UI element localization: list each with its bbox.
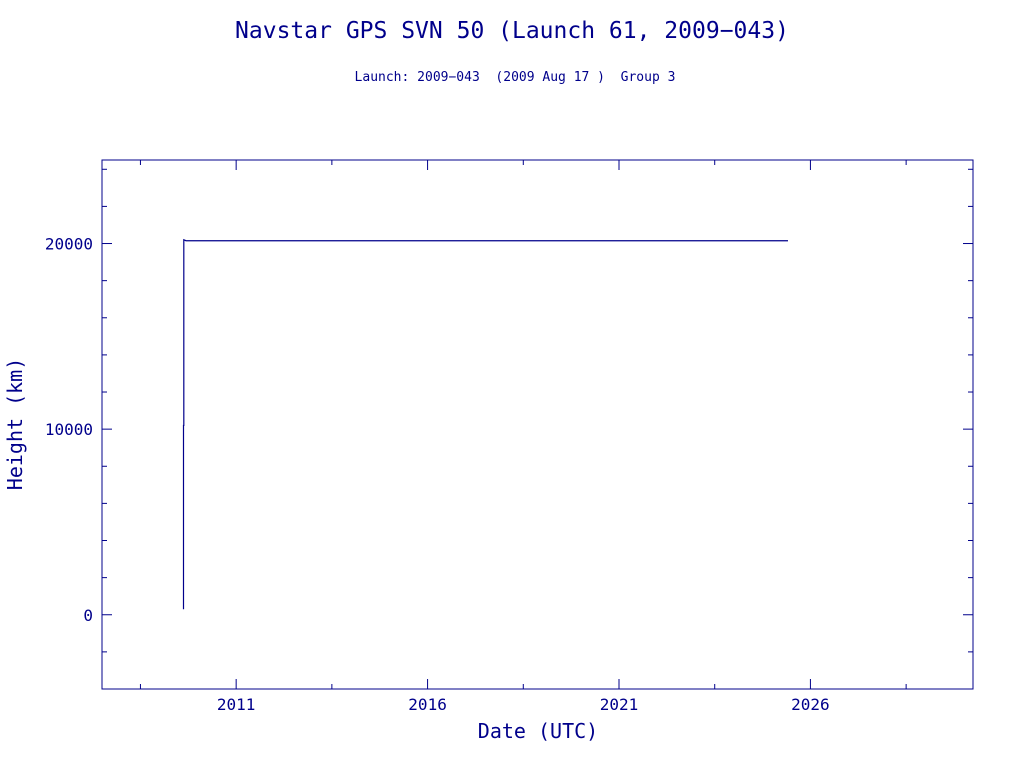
plot-frame (101, 159, 974, 690)
x-tick-label: 2011 (217, 695, 256, 714)
series-line (182, 238, 788, 610)
axis-tick-labels: 2011 2016 2021 2026 0 10000 20000 (45, 235, 830, 714)
x-tick-label: 2016 (408, 695, 447, 714)
x-tick-label: 2026 (791, 695, 830, 714)
chart-subtitle: Launch: 2009−043 (2009 Aug 17 ) Group 3 (355, 70, 676, 85)
chart-title: Navstar GPS SVN 50 (Launch 61, 2009−043) (235, 18, 789, 44)
axis-ticks (102, 160, 973, 690)
y-axis-label: Height (km) (3, 358, 27, 490)
y-tick-label: 0 (83, 606, 93, 625)
y-tick-label: 20000 (45, 235, 93, 254)
x-axis-label: Date (UTC) (478, 719, 598, 743)
x-tick-label: 2021 (600, 695, 639, 714)
y-tick-label: 10000 (45, 420, 93, 439)
